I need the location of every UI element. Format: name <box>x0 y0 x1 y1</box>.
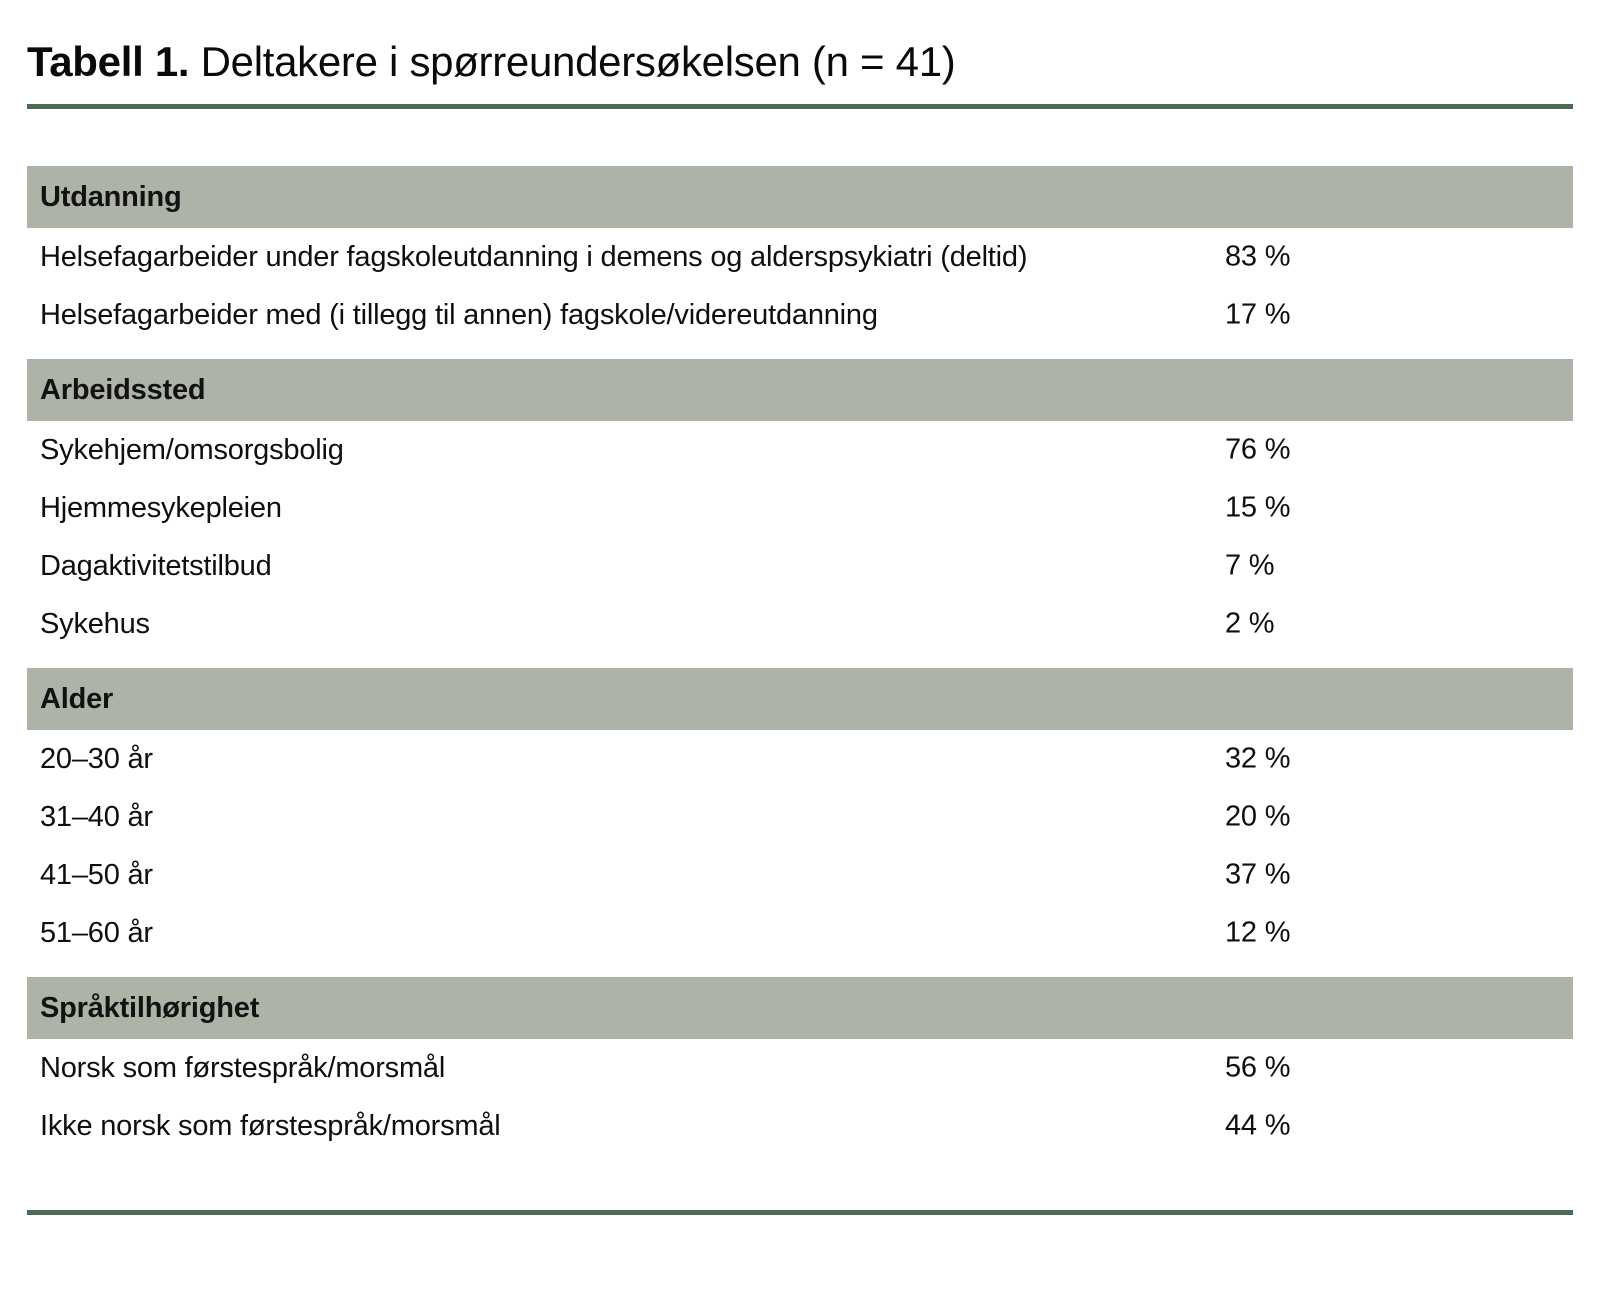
table-row: Ikke norsk som førstespråk/morsmål 44 % <box>27 1097 1573 1155</box>
row-value: 76 % <box>1225 433 1291 466</box>
row-value: 56 % <box>1225 1051 1291 1084</box>
row-label: 41–50 år <box>40 858 153 891</box>
row-value: 15 % <box>1225 491 1291 524</box>
row-value: 20 % <box>1225 800 1291 833</box>
table-row: Dagaktivitetstilbud 7 % <box>27 537 1573 595</box>
section-header-alder: Alder <box>27 668 1573 731</box>
table-row: Helsefagarbeider med (i tillegg til anne… <box>27 286 1573 344</box>
row-value: 12 % <box>1225 916 1291 949</box>
section-header-arbeidssted: Arbeidssted <box>27 359 1573 422</box>
row-value: 44 % <box>1225 1109 1291 1142</box>
table-number-label: Tabell 1. <box>27 38 190 85</box>
table-figure: Tabell 1. Deltakere i spørreundersøkelse… <box>0 36 1600 1292</box>
table-title: Tabell 1. Deltakere i spørreundersøkelse… <box>27 36 1573 87</box>
table-row: Sykehus 2 % <box>27 595 1573 653</box>
top-rule <box>27 104 1573 110</box>
table-row: Norsk som førstespråk/morsmål 56 % <box>27 1039 1573 1097</box>
section-alder: Alder 20–30 år 32 % 31–40 år 20 % 41–50 … <box>27 668 1573 962</box>
section-spraktilhorighet: Språktilhørighet Norsk som førstespråk/m… <box>27 977 1573 1155</box>
row-label: Dagaktivitetstilbud <box>40 549 272 582</box>
row-label: Sykehjem/omsorgsbolig <box>40 433 344 466</box>
row-value: 17 % <box>1225 298 1291 331</box>
row-label: Helsefagarbeider under fagskoleutdanning… <box>40 240 1028 273</box>
row-value: 7 % <box>1225 549 1275 582</box>
row-label: Norsk som førstespråk/morsmål <box>40 1051 446 1084</box>
row-value: 2 % <box>1225 607 1275 640</box>
table-caption: Deltakere i spørreundersøkelsen (n = 41) <box>189 38 956 85</box>
row-label: Ikke norsk som førstespråk/morsmål <box>40 1109 501 1142</box>
table-row: Hjemmesykepleien 15 % <box>27 479 1573 537</box>
row-value: 32 % <box>1225 742 1291 775</box>
row-label: 51–60 år <box>40 916 153 949</box>
section-utdanning: Utdanning Helsefagarbeider under fagskol… <box>27 166 1573 344</box>
table-row: 20–30 år 32 % <box>27 730 1573 788</box>
table-row: Sykehjem/omsorgsbolig 76 % <box>27 421 1573 479</box>
bottom-rule <box>27 1210 1573 1216</box>
table-row: Helsefagarbeider under fagskoleutdanning… <box>27 228 1573 286</box>
row-value: 37 % <box>1225 858 1291 891</box>
row-label: 20–30 år <box>40 742 153 775</box>
table-row: 41–50 år 37 % <box>27 846 1573 904</box>
section-header-label: Språktilhørighet <box>40 991 260 1024</box>
row-label: Helsefagarbeider med (i tillegg til anne… <box>40 298 878 331</box>
row-label: Hjemmesykepleien <box>40 491 282 524</box>
section-header-label: Arbeidssted <box>40 373 206 406</box>
section-arbeidssted: Arbeidssted Sykehjem/omsorgsbolig 76 % H… <box>27 359 1573 653</box>
table-row: 51–60 år 12 % <box>27 904 1573 962</box>
row-label: 31–40 år <box>40 800 153 833</box>
section-header-label: Alder <box>40 682 114 715</box>
section-header-spraktilhorighet: Språktilhørighet <box>27 977 1573 1040</box>
participants-table: Utdanning Helsefagarbeider under fagskol… <box>27 166 1573 1155</box>
section-header-utdanning: Utdanning <box>27 166 1573 229</box>
row-value: 83 % <box>1225 240 1291 273</box>
row-label: Sykehus <box>40 607 150 640</box>
table-row: 31–40 år 20 % <box>27 788 1573 846</box>
section-header-label: Utdanning <box>40 180 182 213</box>
